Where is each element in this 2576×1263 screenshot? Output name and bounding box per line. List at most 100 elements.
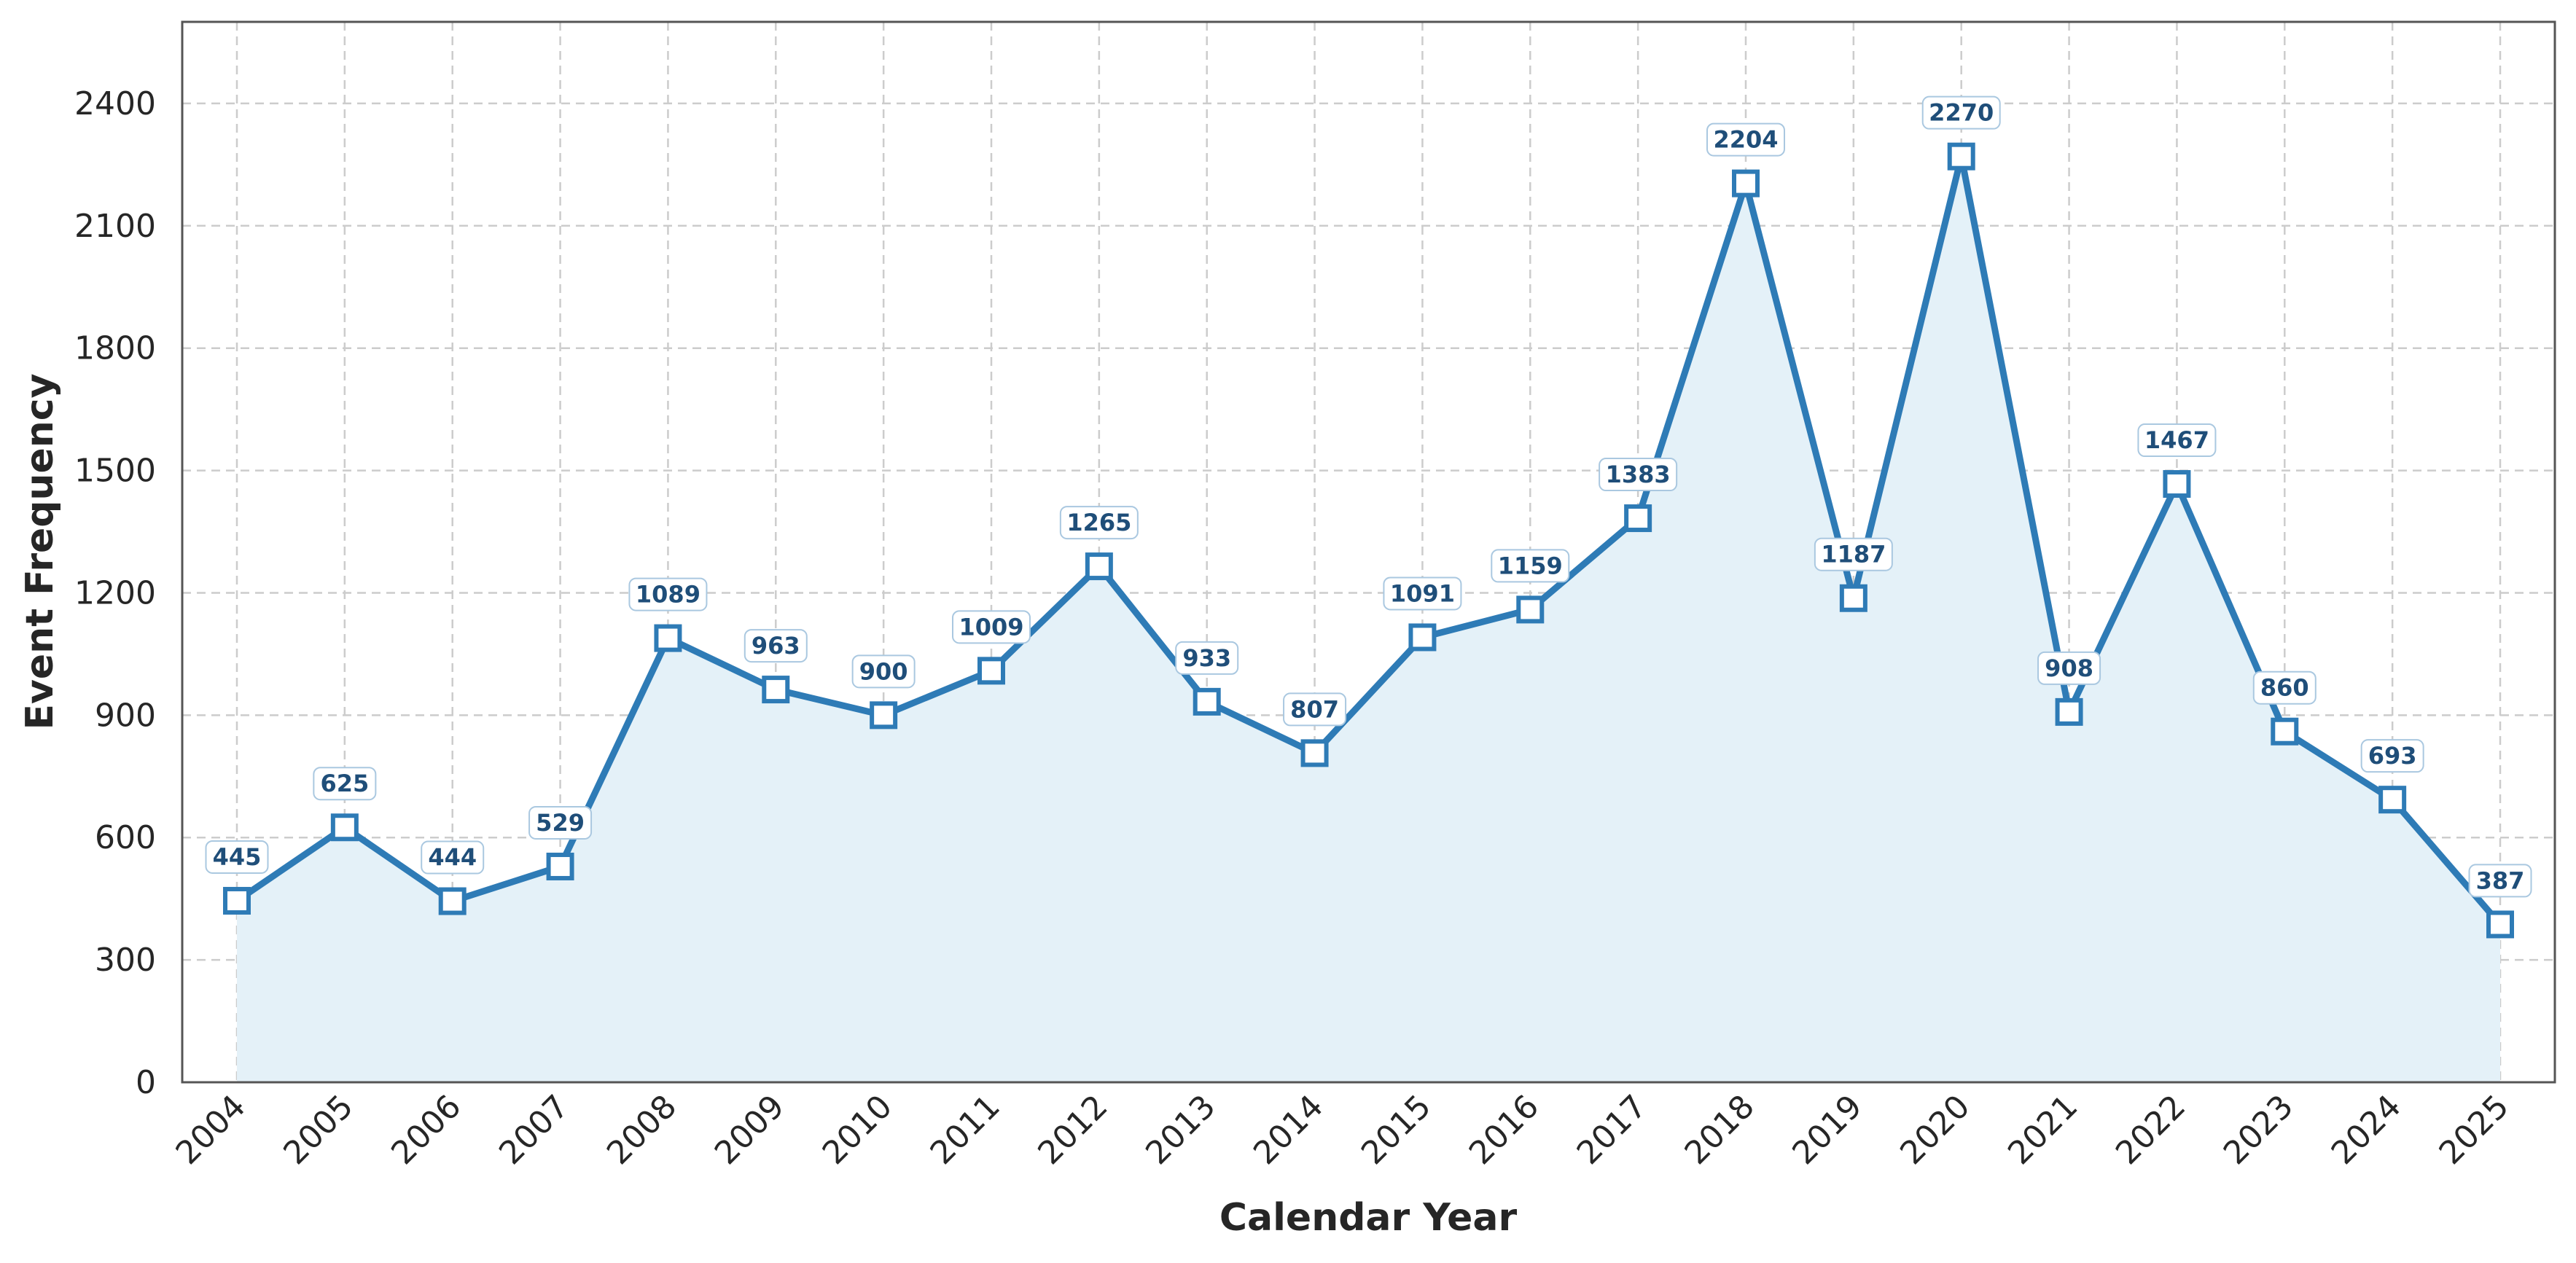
data-label: 807 xyxy=(1290,695,1339,723)
data-label-box xyxy=(952,610,1031,644)
data-label-group: 963 xyxy=(743,629,808,663)
x-tick-label: 2012 xyxy=(1031,1088,1115,1172)
data-label-box xyxy=(313,767,377,801)
y-tick-label: 300 xyxy=(95,942,156,979)
data-point xyxy=(2055,697,2083,726)
data-label-box xyxy=(1175,641,1239,675)
data-label-box xyxy=(1921,95,2001,130)
data-point xyxy=(546,852,574,880)
data-label-box xyxy=(1599,458,1678,492)
data-label-group: 807 xyxy=(1283,692,1347,727)
data-label-group: 1187 xyxy=(1814,537,1893,571)
data-point xyxy=(2271,717,2299,746)
x-axis-ticks: 2004 2005 2006 2007 2008 2009 2010 2011 2012 2013… xyxy=(169,1088,2516,1172)
x-tick-label: 2019 xyxy=(1785,1088,1869,1172)
x-tick-label: 2009 xyxy=(708,1088,792,1172)
x-tick-label: 2008 xyxy=(600,1088,684,1172)
data-label-box xyxy=(851,654,916,689)
data-label: 444 xyxy=(428,844,477,872)
data-point xyxy=(870,701,898,730)
data-label: 2204 xyxy=(1713,126,1778,154)
data-label-box xyxy=(1706,122,1785,157)
data-label-group: 1089 xyxy=(628,577,708,611)
data-labels: 445 625 444 529 1089 963 900 1009 1265 933 807 1091… xyxy=(205,95,2532,898)
data-label-group: 529 xyxy=(528,805,593,840)
x-tick-label: 2011 xyxy=(924,1088,1007,1172)
x-tick-label: 2021 xyxy=(2001,1088,2085,1172)
data-point xyxy=(1300,739,1329,767)
data-label: 529 xyxy=(536,809,585,837)
y-tick-label: 900 xyxy=(95,697,156,734)
data-label: 1383 xyxy=(1606,461,1671,488)
y-tick-label: 600 xyxy=(95,819,156,856)
x-tick-label: 2016 xyxy=(1462,1088,1546,1172)
data-point xyxy=(977,657,1005,685)
data-label-group: 387 xyxy=(2468,864,2532,898)
data-label: 933 xyxy=(1182,644,1231,672)
data-label-group: 1383 xyxy=(1599,458,1678,492)
x-tick-label: 2007 xyxy=(492,1088,576,1172)
x-tick-label: 2022 xyxy=(2109,1088,2193,1172)
data-point xyxy=(330,813,359,842)
data-markers xyxy=(223,142,2514,939)
x-tick-label: 2006 xyxy=(384,1088,468,1172)
data-label: 1159 xyxy=(1498,552,1563,579)
data-label-box xyxy=(1283,692,1347,727)
y-tick-label: 2100 xyxy=(74,208,156,245)
data-label-group: 1159 xyxy=(1491,549,1570,583)
area-fill xyxy=(237,156,2500,1082)
x-tick-label: 2025 xyxy=(2432,1088,2516,1172)
data-label-box xyxy=(2468,864,2532,898)
data-label-box xyxy=(743,629,808,663)
data-point xyxy=(2378,786,2407,814)
x-tick-label: 2020 xyxy=(1893,1088,1977,1172)
data-point xyxy=(1839,584,1867,612)
y-tick-label: 1500 xyxy=(74,453,156,490)
data-label-group: 444 xyxy=(421,840,485,875)
data-label-group: 860 xyxy=(2252,670,2317,705)
y-tick-label: 1200 xyxy=(74,574,156,611)
x-tick-label: 2015 xyxy=(1354,1088,1438,1172)
data-label-group: 1091 xyxy=(1383,576,1462,611)
data-label-box xyxy=(1814,537,1893,571)
plot-frame xyxy=(181,20,2556,1084)
y-tick-label: 0 xyxy=(136,1064,156,1101)
data-label-group: 933 xyxy=(1175,641,1239,675)
x-tick-label: 2013 xyxy=(1139,1088,1222,1172)
data-label: 1467 xyxy=(2144,426,2209,454)
data-label-group: 625 xyxy=(313,767,377,801)
data-label: 860 xyxy=(2260,674,2309,702)
y-axis-title: Event Frequency xyxy=(18,373,62,730)
data-label-group: 2270 xyxy=(1921,95,2001,130)
data-label-box xyxy=(2360,739,2424,773)
data-point xyxy=(1732,169,1760,198)
y-axis-ticks: 0 300 600 900 1200 1500 1800 2100 2400 xyxy=(74,85,156,1101)
data-point xyxy=(762,676,790,704)
data-label-box xyxy=(421,840,485,875)
data-label-group: 1265 xyxy=(1059,506,1139,540)
data-label-box xyxy=(2137,423,2217,458)
x-axis-title: Calendar Year xyxy=(1219,1196,1518,1240)
data-label: 1091 xyxy=(1390,579,1455,607)
data-point xyxy=(1085,552,1113,581)
data-label-box xyxy=(628,577,708,611)
x-tick-label: 2018 xyxy=(1678,1088,1762,1172)
data-label: 1009 xyxy=(959,613,1023,641)
data-label: 908 xyxy=(2045,654,2093,682)
data-point xyxy=(1624,504,1652,533)
data-label-group: 445 xyxy=(205,840,269,874)
data-label-box xyxy=(1491,549,1570,583)
data-point xyxy=(2163,470,2191,498)
data-point xyxy=(1193,687,1221,716)
data-label-box xyxy=(2252,670,2317,705)
x-tick-label: 2010 xyxy=(816,1088,899,1172)
data-label-box xyxy=(1059,506,1139,540)
data-point xyxy=(223,886,251,915)
x-tick-label: 2005 xyxy=(276,1088,360,1172)
data-point xyxy=(654,624,682,652)
data-label: 1089 xyxy=(636,581,700,609)
data-label: 445 xyxy=(213,843,262,871)
data-point xyxy=(1408,623,1437,652)
data-label-group: 900 xyxy=(851,654,916,689)
